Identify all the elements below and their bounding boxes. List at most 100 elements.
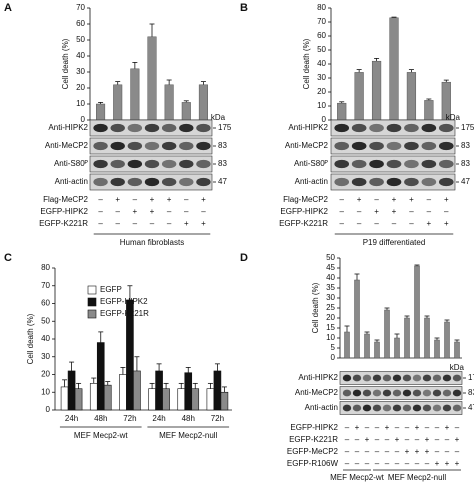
- blot-band: [421, 141, 437, 151]
- y-tick-label: 20: [76, 83, 85, 92]
- bar: [191, 388, 200, 411]
- y-tick-label: 0: [81, 115, 86, 124]
- bar: [354, 279, 360, 359]
- blot-band: [442, 389, 452, 397]
- bar: [394, 337, 400, 359]
- blot-band: [438, 177, 454, 187]
- condition-sign: –: [385, 447, 390, 456]
- y-tick-label: 60: [76, 19, 85, 28]
- condition-sign: –: [98, 195, 103, 204]
- y-tick-label: 30: [317, 73, 326, 82]
- condition-label: EGFP-K221R: [279, 219, 328, 228]
- blot-band: [402, 389, 412, 397]
- blot-band: [334, 123, 350, 133]
- blot-band: [369, 159, 384, 169]
- bar: [384, 309, 390, 359]
- condition-sign: +: [115, 195, 120, 204]
- y-axis-label: Cell death (%): [26, 313, 35, 364]
- bar: [155, 370, 163, 411]
- condition-sign: –: [375, 447, 380, 456]
- blot-band: [351, 123, 367, 133]
- y-tick-label: 35: [326, 283, 335, 292]
- kda-value: 47: [218, 177, 227, 186]
- bar: [424, 317, 430, 359]
- y-tick-label: 40: [76, 51, 85, 60]
- condition-sign: –: [167, 207, 172, 216]
- condition-sign: –: [339, 219, 344, 228]
- condition-sign: –: [445, 435, 450, 444]
- condition-sign: +: [133, 207, 138, 216]
- kda-unit: kDa: [211, 113, 226, 122]
- blot-band: [432, 389, 442, 397]
- condition-sign: +: [425, 447, 430, 456]
- bar: [344, 331, 350, 359]
- condition-sign: –: [133, 195, 138, 204]
- condition-sign: –: [395, 423, 400, 432]
- group-label: MEF Mecp2-wt: [74, 431, 129, 440]
- blot-label: Anti-HIPK2: [48, 123, 88, 132]
- panel-letter: C: [4, 252, 12, 264]
- condition-label: EGFP-K221R: [39, 219, 88, 228]
- blot-band: [442, 374, 452, 382]
- condition-sign: –: [392, 219, 397, 228]
- y-tick-label: 5: [331, 343, 336, 352]
- blot-band: [351, 141, 367, 151]
- bar: [181, 102, 191, 121]
- y-tick-label: 15: [326, 323, 335, 332]
- blot-band: [127, 123, 143, 133]
- condition-sign: –: [395, 459, 400, 468]
- condition-sign: –: [355, 447, 360, 456]
- blot-band: [369, 177, 384, 187]
- condition-sign: –: [385, 435, 390, 444]
- condition-sign: –: [375, 435, 380, 444]
- y-tick-label: 0: [46, 405, 51, 414]
- blot-band: [127, 141, 143, 151]
- condition-label: EGFP-HIPK2: [290, 423, 338, 432]
- condition-sign: –: [455, 447, 460, 456]
- blot-band: [412, 389, 422, 397]
- y-tick-label: 80: [41, 263, 50, 272]
- condition-sign: +: [184, 219, 189, 228]
- condition-sign: –: [444, 207, 449, 216]
- blot-band: [179, 141, 194, 151]
- condition-sign: –: [445, 447, 450, 456]
- bar: [389, 17, 399, 121]
- blot-band: [421, 177, 437, 187]
- condition-sign: –: [357, 207, 362, 216]
- bar: [60, 386, 69, 411]
- y-axis-label: Cell death (%): [61, 38, 70, 89]
- x-tick-label: 24h: [152, 414, 165, 423]
- condition-sign: +: [355, 423, 360, 432]
- y-tick-label: 0: [331, 353, 336, 362]
- condition-sign: –: [365, 447, 370, 456]
- condition-label: Flag-MeCP2: [43, 195, 88, 204]
- blot-band: [402, 404, 412, 412]
- blot-band: [161, 177, 177, 187]
- blot-band: [161, 141, 177, 151]
- x-tick-label: 72h: [211, 414, 224, 423]
- panel-letter: A: [4, 2, 12, 14]
- bar: [444, 321, 450, 359]
- blot-band: [179, 123, 194, 133]
- condition-sign: +: [455, 459, 460, 468]
- y-tick-label: 10: [317, 101, 326, 110]
- bar: [213, 370, 222, 411]
- condition-sign: +: [445, 459, 450, 468]
- bar: [371, 60, 382, 121]
- y-axis-label: Cell death (%): [302, 38, 311, 89]
- blot-band: [392, 374, 402, 382]
- condition-sign: –: [365, 423, 370, 432]
- y-tick-label: 0: [322, 115, 327, 124]
- condition-sign: –: [98, 219, 103, 228]
- blot-band: [412, 374, 422, 382]
- bar: [67, 370, 76, 411]
- bar: [184, 372, 193, 411]
- bar: [434, 339, 440, 359]
- condition-sign: –: [201, 207, 206, 216]
- blot-band: [342, 404, 352, 412]
- blot-band: [369, 123, 384, 133]
- condition-sign: –: [415, 435, 420, 444]
- condition-sign: –: [427, 207, 432, 216]
- condition-sign: +: [444, 195, 449, 204]
- panel-letter: B: [240, 2, 248, 14]
